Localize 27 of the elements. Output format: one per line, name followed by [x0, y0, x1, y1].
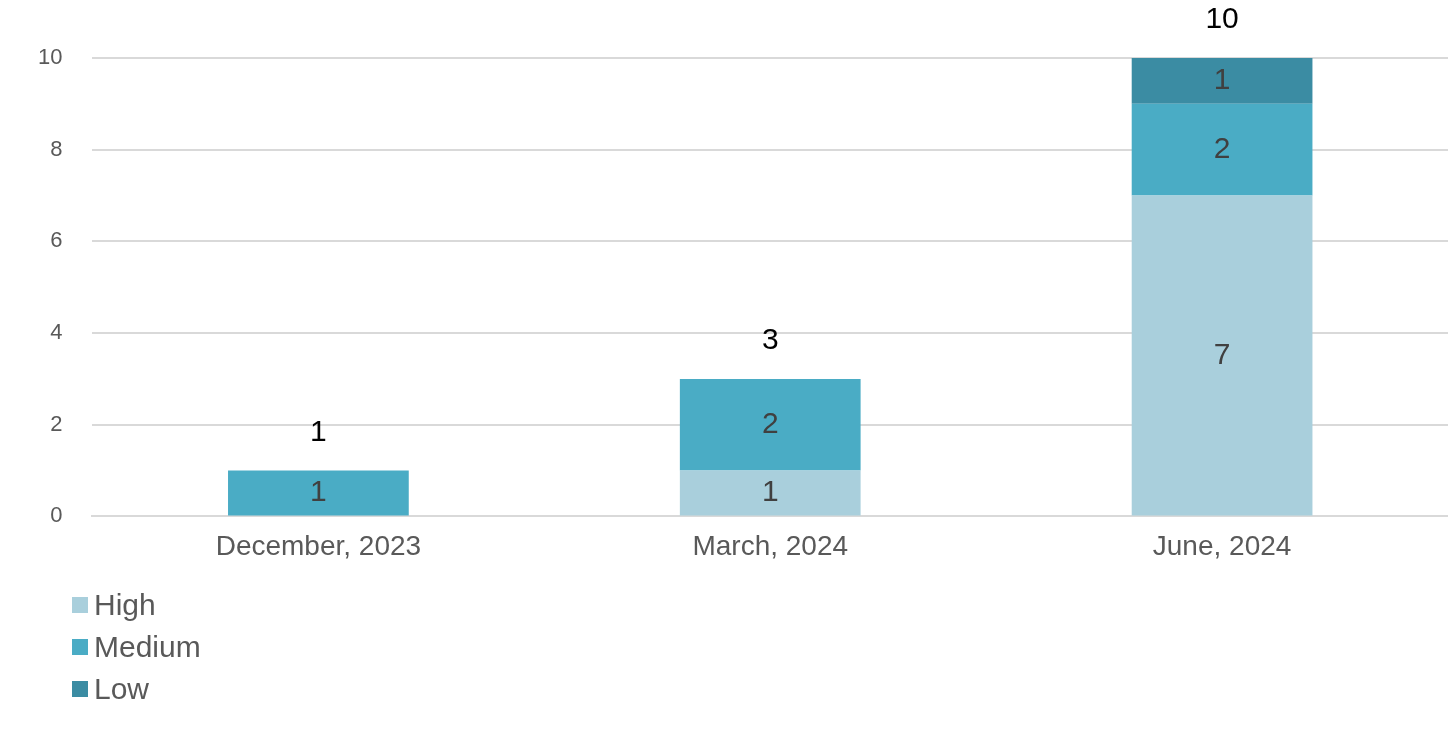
data-label: 2: [1213, 130, 1231, 164]
y-tick-label: 8: [50, 135, 63, 161]
bar: [679, 378, 861, 471]
bar: [1131, 195, 1313, 516]
y-tick-label: 10: [37, 44, 63, 70]
total-label: 10: [1205, 1, 1239, 35]
y-tick-label: 4: [50, 319, 63, 345]
data-label: 1: [761, 474, 779, 508]
bar: [1131, 58, 1313, 104]
legend-label: Medium: [94, 630, 201, 664]
y-tick-label: 6: [50, 227, 63, 253]
bar: [228, 470, 409, 516]
x-tick-label: June, 2024: [1152, 529, 1292, 561]
data-label: 1: [310, 474, 327, 508]
data-label: 1: [1213, 62, 1231, 96]
data-label: 7: [1213, 336, 1231, 370]
legend-label: High: [94, 588, 156, 622]
data-label: 2: [761, 405, 779, 439]
bar: [679, 470, 861, 516]
total-label: 1: [310, 413, 327, 447]
bar: [1131, 103, 1313, 196]
x-tick-label: December, 2023: [215, 529, 422, 561]
y-tick-label: 2: [50, 410, 63, 436]
total-label: 3: [761, 322, 779, 356]
x-tick-label: March, 2024: [692, 529, 849, 561]
y-tick-label: 0: [50, 502, 63, 528]
legend-label: Low: [94, 672, 150, 706]
